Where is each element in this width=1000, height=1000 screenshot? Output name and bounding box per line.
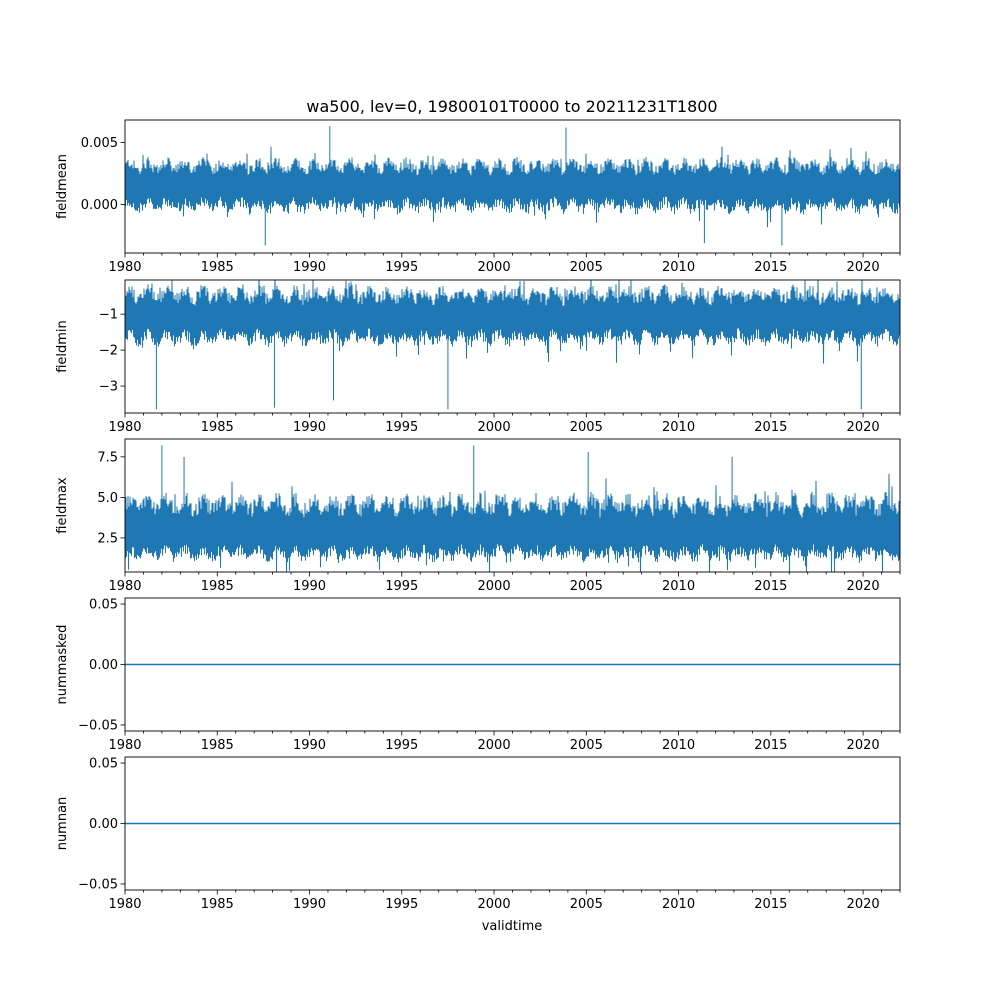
x-tick-label: 2000 [478,579,511,594]
x-tick-label: 1985 [201,579,234,594]
y-tick-label: 0.000 [81,198,118,213]
x-tick-label: 2015 [754,897,787,912]
y-tick-label: 0.05 [89,757,118,772]
x-tick-label: 1995 [385,897,418,912]
x-tick-label: 2020 [847,897,880,912]
x-tick-label: 1990 [293,897,326,912]
x-tick-label: 1995 [385,420,418,435]
y-tick-label: −1 [99,308,118,323]
x-tick-label: 2010 [662,738,695,753]
x-tick-label: 1980 [108,420,141,435]
x-tick-label: 2000 [478,260,511,275]
x-axis-label: validtime [482,919,543,934]
y-tick-label: 0.00 [89,658,118,673]
x-tick-label: 2000 [478,897,511,912]
subplot-fieldmean: 1980 1985 1990 1995 2000 2005 2010 2015 2020 0.00… [55,119,901,275]
x-tick-label: 1980 [108,260,141,275]
x-tick-label: 1980 [108,579,141,594]
y-tick-label: 5.0 [97,491,118,506]
x-tick-label: 2010 [662,260,695,275]
series-line-fieldmean [125,126,900,246]
x-tick-label: 1990 [293,738,326,753]
y-tick-label: 7.5 [97,450,118,465]
x-tick-label: 2005 [570,260,603,275]
y-axis-label: fieldmean [55,154,70,219]
x-tick-label: 2010 [662,897,695,912]
x-tick-label: 1990 [293,420,326,435]
x-tick-label: 1985 [201,897,234,912]
y-tick-label: −3 [99,380,118,395]
x-tick-label: 2015 [754,420,787,435]
x-tick-label: 1985 [201,260,234,275]
x-tick-label: 2005 [570,579,603,594]
subplot-fieldmin: 1980 1985 1990 1995 2000 2005 2010 2015 2020 −3 −2… [55,279,901,435]
x-tick-label: 2005 [570,738,603,753]
x-tick-label: 2005 [570,420,603,435]
y-axis-label: nummasked [55,625,70,705]
subplot-fieldmax: 1980 1985 1990 1995 2000 2005 2010 2015 2020 2.5 5… [55,438,901,594]
figure-title: wa500, lev=0, 19800101T0000 to 20211231T… [306,97,717,116]
x-tick-label: 1980 [108,897,141,912]
x-tick-label: 2010 [662,420,695,435]
x-tick-label: 2020 [847,420,880,435]
x-tick-label: 2000 [478,738,511,753]
y-axis-label: fieldmin [55,320,70,373]
y-tick-label: −0.05 [78,718,118,733]
series-line-fieldmax [125,445,900,572]
x-tick-label: 2020 [847,579,880,594]
y-axis-label: fieldmax [55,477,70,534]
series-line-fieldmin [125,280,900,410]
y-tick-label: 0.005 [81,136,118,151]
x-tick-label: 1995 [385,579,418,594]
y-axis-label: numnan [55,797,70,851]
y-tick-label: −0.05 [78,877,118,892]
x-tick-label: 1980 [108,738,141,753]
x-tick-label: 1990 [293,260,326,275]
x-tick-label: 1995 [385,260,418,275]
x-tick-label: 2010 [662,579,695,594]
x-tick-label: 2015 [754,738,787,753]
subplots: 1980 1985 1990 1995 2000 2005 2010 2015 2020 0.00… [55,119,901,912]
y-tick-label: −2 [99,344,118,359]
subplot-numnan: 1980 1985 1990 1995 2000 2005 2010 2015 2020 −0.0… [55,757,901,912]
x-tick-label: 2015 [754,260,787,275]
x-tick-label: 1985 [201,738,234,753]
y-tick-label: 2.5 [97,531,118,546]
y-tick-label: 0.05 [89,598,118,613]
x-tick-label: 2020 [847,260,880,275]
x-tick-label: 2020 [847,738,880,753]
x-tick-label: 2000 [478,420,511,435]
x-tick-label: 1985 [201,420,234,435]
x-tick-label: 2015 [754,579,787,594]
y-tick-label: 0.00 [89,817,118,832]
x-tick-label: 1995 [385,738,418,753]
x-tick-label: 1990 [293,579,326,594]
x-tick-label: 2005 [570,897,603,912]
subplot-nummasked: 1980 1985 1990 1995 2000 2005 2010 2015 2020 −0.0… [55,598,901,753]
